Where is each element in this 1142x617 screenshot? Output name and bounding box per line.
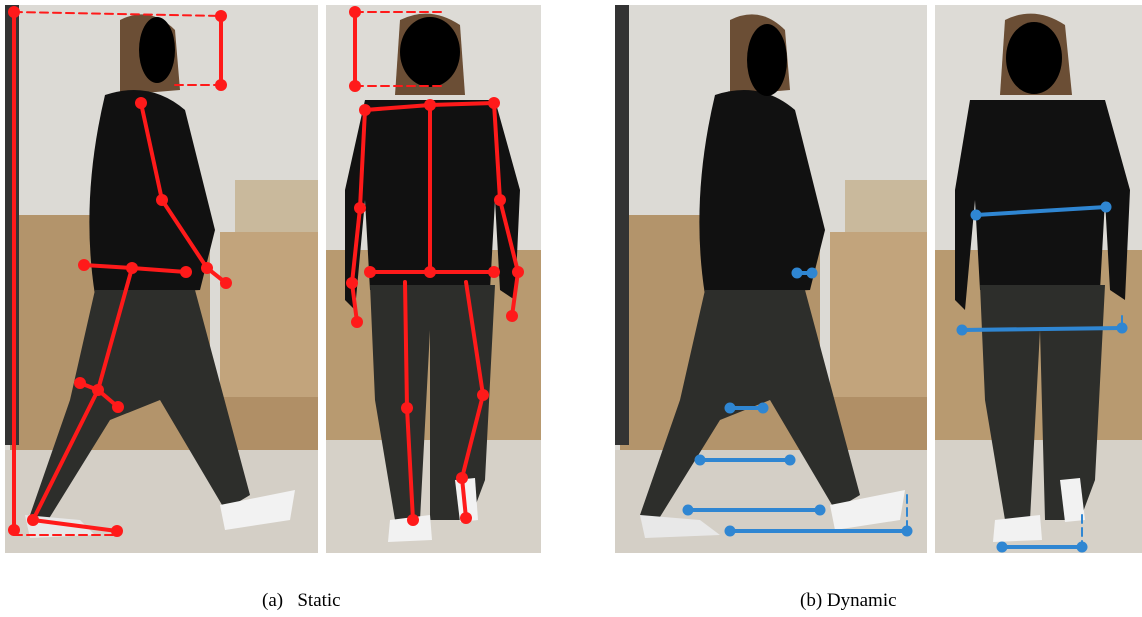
caption-label: (b) bbox=[800, 590, 822, 611]
figure-graphics bbox=[0, 0, 1142, 617]
caption-label: (a) bbox=[262, 590, 283, 611]
photo-side-static bbox=[5, 5, 318, 553]
caption-b: (b) Dynamic bbox=[800, 590, 897, 612]
caption-a: (a) Static bbox=[262, 590, 341, 612]
caption-text: Static bbox=[297, 590, 340, 611]
caption-text: Dynamic bbox=[827, 590, 897, 611]
photo-front-dynamic bbox=[935, 5, 1142, 553]
photo-side-dynamic bbox=[615, 5, 927, 553]
figure: (a) Static (b) Dynamic bbox=[0, 0, 1142, 617]
